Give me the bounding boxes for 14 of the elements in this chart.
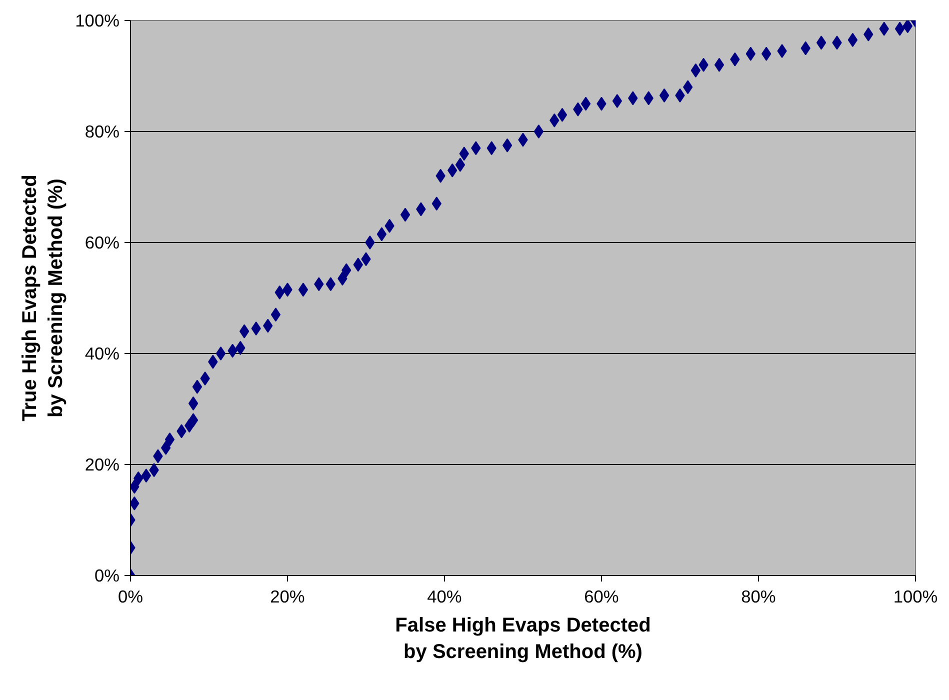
y-tick-label: 0% (94, 566, 120, 586)
y-tick-label: 20% (84, 454, 120, 474)
x-tick-label: 60% (584, 586, 619, 606)
x-tick-label: 20% (270, 586, 305, 606)
y-tick-label: 100% (75, 10, 120, 30)
x-tick-label: 40% (427, 586, 462, 606)
x-tick-label: 100% (893, 586, 938, 606)
x-tick-label: 80% (741, 586, 776, 606)
y-axis-title: True High Evaps Detected by Screening Method (%) (18, 174, 68, 422)
y-tick-label: 80% (84, 122, 120, 142)
x-tick-label: 0% (118, 586, 144, 606)
y-tick-label: 40% (84, 344, 120, 364)
x-axis-title: False High Evaps Detected by Screening Method (%) (395, 614, 651, 663)
y-tick-label: 60% (84, 232, 120, 252)
